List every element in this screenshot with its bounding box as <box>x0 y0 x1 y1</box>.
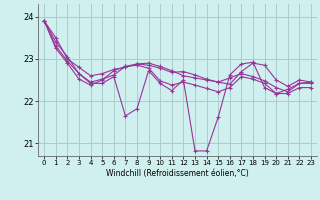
X-axis label: Windchill (Refroidissement éolien,°C): Windchill (Refroidissement éolien,°C) <box>106 169 249 178</box>
